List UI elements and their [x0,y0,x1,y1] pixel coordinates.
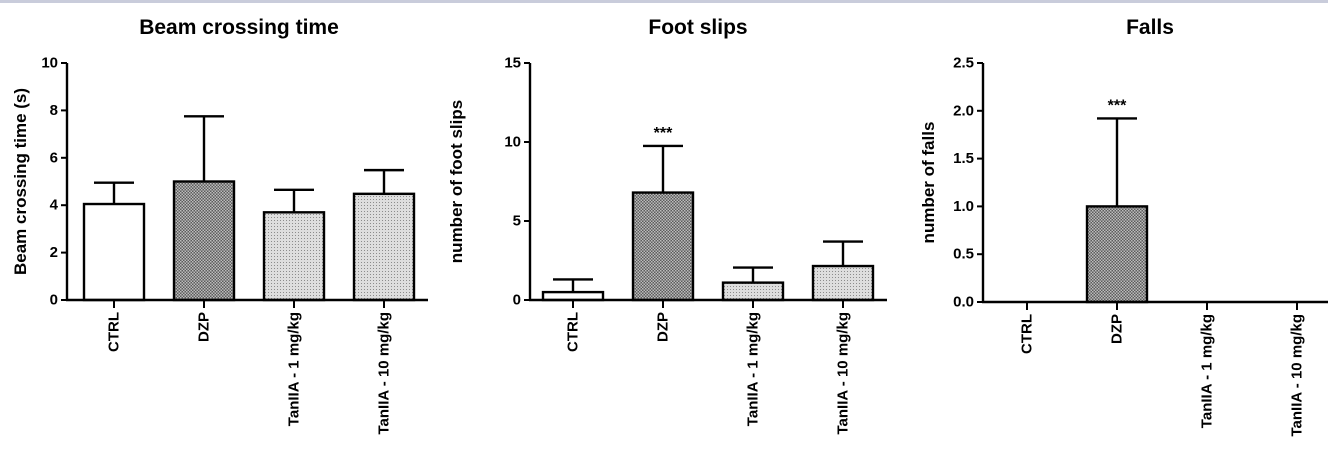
category-label: TanIIA - 10 mg/kg [376,312,393,435]
category-label: TanIIA - 1 mg/kg [286,312,303,426]
bar [172,180,236,302]
category-label: TanIIA - 1 mg/kg [1199,314,1216,428]
significance-label: *** [654,125,673,142]
y-axis-label: number of falls [919,122,938,244]
chart-title: Foot slips [648,16,747,39]
y-tick-label: 0 [513,292,521,309]
category-label: CTRL [565,312,582,352]
y-tick-label: 10 [504,134,521,151]
bar [352,192,416,302]
chart-title: Falls [1126,16,1174,39]
top-rule [0,0,1328,3]
y-tick-label: 4 [50,197,59,214]
y-tick-label: 0.5 [953,246,974,263]
y-axis-label: Beam crossing time (s) [11,88,30,275]
category-label: DZP [196,312,213,342]
chart-title: Beam crossing time [139,16,339,39]
category-label: DZP [1109,314,1126,344]
category-label: TanIIA - 10 mg/kg [835,312,852,435]
y-tick-label: 2.5 [953,55,974,72]
category-label: DZP [655,312,672,342]
y-tick-label: 5 [513,213,521,230]
y-tick-label: 0.0 [953,294,974,311]
y-axis-label: number of foot slips [447,100,466,263]
category-label: TanIIA - 1 mg/kg [745,312,762,426]
bar [1085,205,1149,304]
y-tick-label: 2.0 [953,102,974,119]
y-tick-label: 1.0 [953,198,974,215]
bar [631,191,695,302]
y-tick-label: 1.5 [953,150,974,167]
category-label: CTRL [106,312,123,352]
significance-label: *** [1108,97,1127,114]
y-tick-label: 15 [504,55,521,72]
bar [721,281,785,302]
y-tick-label: 8 [50,102,58,119]
y-tick-label: 10 [41,55,58,72]
bar [811,264,875,302]
bar [262,211,326,302]
y-tick-label: 2 [50,244,58,261]
bar [82,202,146,302]
category-label: CTRL [1019,314,1036,354]
y-tick-label: 6 [50,149,58,166]
y-tick-label: 0 [50,292,58,309]
category-label: TanIIA - 10 mg/kg [1289,314,1306,437]
